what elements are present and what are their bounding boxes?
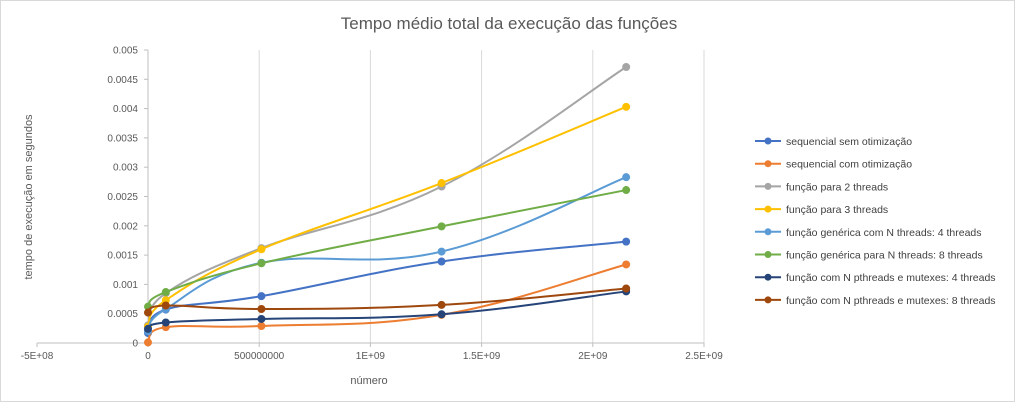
- y-tick-label: 0.003: [113, 163, 138, 174]
- series-5: [144, 173, 631, 336]
- data-point: [622, 284, 631, 293]
- data-point: [257, 305, 266, 314]
- data-point: [437, 257, 446, 266]
- legend-item: sequencial com otimização: [755, 159, 912, 171]
- data-point: [257, 314, 266, 323]
- legend-marker: [764, 273, 772, 281]
- legend-item: função com N pthreads e mutexes: 4 threa…: [755, 272, 996, 284]
- legend-marker: [764, 251, 772, 258]
- data-point: [437, 247, 446, 256]
- series-8: [144, 284, 631, 317]
- legend-item: função genérica para N threads: 8 thread…: [755, 250, 983, 262]
- legend-label: sequencial com otimização: [786, 159, 912, 171]
- grid-layer: [258, 50, 705, 343]
- data-point: [622, 62, 631, 71]
- legend-marker: [764, 296, 772, 304]
- legend-label: função para 3 threads: [786, 204, 888, 216]
- axis-layer: 0 0.0005 0.001 0.0015 0.002 0.0025 0.003 0.0035…: [21, 46, 723, 363]
- legend: sequencial sem otimização sequencial com …: [755, 136, 996, 307]
- y-tick-label: 0.001: [113, 280, 138, 291]
- legend-label: função com N pthreads e mutexes: 8 threa…: [786, 295, 996, 307]
- data-point: [622, 186, 631, 195]
- x-tick-label: -5E+08: [21, 351, 54, 362]
- data-point: [161, 288, 170, 297]
- legend-item: função para 2 threads: [755, 181, 888, 193]
- data-point: [144, 338, 152, 347]
- data-point: [144, 308, 152, 317]
- data-point: [622, 260, 631, 269]
- data-point: [622, 102, 631, 111]
- y-axis-title: tempo de execução em segundos: [23, 114, 35, 280]
- legend-label: função genérica para N threads: 8 thread…: [786, 250, 983, 262]
- legend-marker: [764, 160, 772, 168]
- y-tick-label: 0.0025: [107, 192, 138, 203]
- x-axis-title: número: [350, 375, 387, 387]
- data-point: [437, 300, 446, 309]
- data-point: [257, 292, 266, 301]
- legend-item: função para 3 threads: [755, 204, 888, 216]
- data-point: [622, 237, 631, 246]
- x-tick-label: 500000000: [234, 351, 284, 362]
- legend-label: função para 2 threads: [786, 181, 888, 193]
- data-point: [161, 318, 170, 327]
- legend-label: função com N pthreads e mutexes: 4 threa…: [786, 272, 996, 284]
- series-7: [144, 287, 631, 333]
- y-tick-label: 0: [132, 339, 138, 350]
- series-line: [147, 105, 627, 328]
- legend-marker: [764, 137, 772, 145]
- legend-item: função com N pthreads e mutexes: 8 threa…: [755, 295, 996, 307]
- y-tick-label: 0.002: [113, 221, 138, 232]
- y-tick-label: 0.0005: [107, 309, 138, 320]
- series-3: [144, 62, 631, 330]
- data-point: [257, 245, 266, 254]
- x-tick-label: 1E+09: [356, 351, 386, 362]
- y-tick-label: 0.004: [113, 104, 138, 115]
- data-point: [437, 179, 446, 188]
- data-point: [437, 310, 446, 319]
- x-tick-label: 1.5E+09: [463, 351, 501, 362]
- y-tick-label: 0.0015: [107, 251, 138, 262]
- data-point: [257, 259, 266, 268]
- legend-marker: [764, 228, 772, 236]
- y-tick-label: 0.0045: [107, 75, 138, 86]
- series-layer: [144, 62, 631, 347]
- data-point: [144, 324, 152, 333]
- legend-item: função genérica com N threads: 4 threads: [755, 227, 982, 239]
- legend-marker: [764, 205, 772, 213]
- legend-marker: [764, 182, 772, 190]
- data-point: [161, 301, 170, 310]
- data-point: [622, 173, 631, 182]
- y-tick-label: 0.005: [113, 46, 138, 57]
- data-point: [437, 222, 446, 231]
- series-6: [144, 186, 631, 311]
- series-line: [147, 290, 627, 330]
- x-tick-label: 2.5E+09: [685, 351, 723, 362]
- chart-title: Tempo médio total da execução das funçõe…: [341, 14, 677, 33]
- legend-label: função genérica com N threads: 4 threads: [786, 227, 982, 239]
- x-tick-label: 0: [145, 351, 151, 362]
- legend-label: sequencial sem otimização: [786, 136, 912, 148]
- y-tick-label: 0.0035: [107, 133, 138, 144]
- legend-item: sequencial sem otimização: [755, 136, 912, 148]
- x-tick-label: 2E+09: [578, 351, 608, 362]
- data-point: [257, 322, 266, 331]
